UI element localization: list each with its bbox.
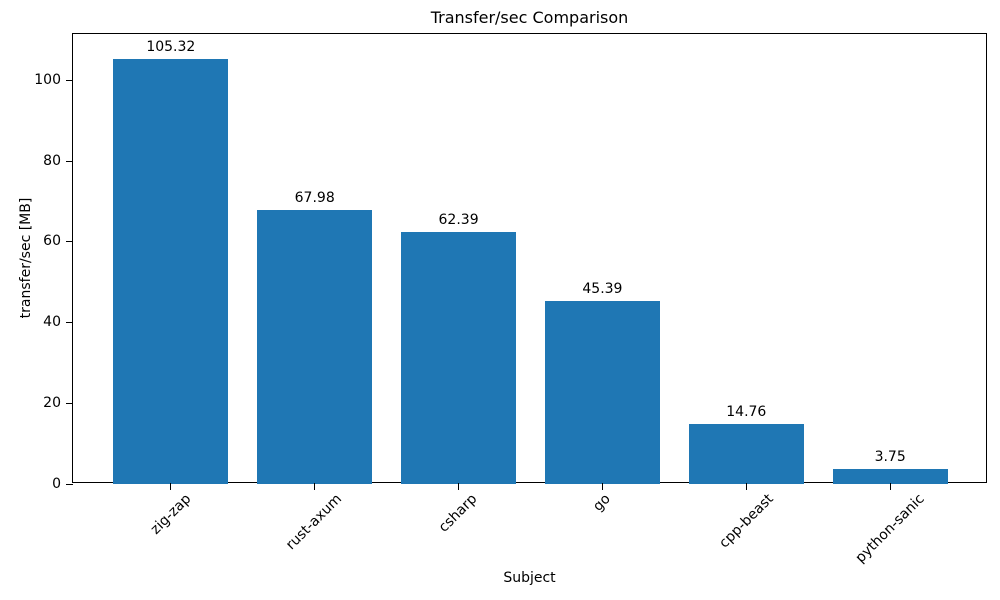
bar-value-label: 3.75 — [874, 448, 906, 465]
x-axis-tick — [745, 483, 747, 490]
bar-value-label: 67.98 — [294, 189, 335, 206]
x-axis-tick — [170, 483, 172, 490]
y-axis-tick — [66, 483, 73, 485]
plot-area: 0 20 40 60 80 100 105.32 zig-zap 67.98 rust-axum 6… — [34, 33, 987, 566]
x-axis-label: Subject — [503, 570, 556, 586]
bar-zig-zap — [113, 58, 229, 484]
x-axis-tick-label: go — [590, 491, 615, 515]
y-axis-tick — [66, 402, 73, 404]
y-axis-tick-label: 60 — [43, 233, 61, 250]
x-axis-tick-label: rust-axum — [283, 491, 346, 554]
bar-value-label: 62.39 — [438, 212, 479, 229]
x-axis-tick — [314, 483, 316, 490]
bar-rust-axum — [257, 209, 373, 484]
x-axis-tick — [458, 483, 460, 490]
x-axis-tick-label: csharp — [435, 491, 481, 536]
y-axis-tick-label: 40 — [43, 314, 61, 331]
x-axis-tick — [601, 483, 603, 490]
chart-title: Transfer/sec Comparison — [430, 8, 629, 27]
y-axis-tick — [66, 79, 73, 81]
x-axis-tick-label: cpp-beast — [716, 491, 777, 552]
y-axis-tick-label: 0 — [52, 475, 61, 492]
bar-value-label: 14.76 — [726, 404, 767, 421]
bar-value-label: 105.32 — [146, 38, 196, 55]
x-axis-tick-label: python-sanic — [852, 491, 928, 567]
y-axis-tick-label: 80 — [43, 152, 61, 169]
bar-value-label: 45.39 — [582, 280, 623, 297]
bar-cpp-beast — [688, 424, 804, 484]
y-axis-tick-label: 100 — [34, 71, 61, 88]
bar-csharp — [401, 232, 517, 484]
y-axis-label: transfer/sec [MB] — [18, 197, 34, 319]
x-axis-tick — [889, 483, 891, 490]
y-axis-tick — [66, 160, 73, 162]
bar-go — [544, 300, 660, 484]
bar-python-sanic — [832, 468, 948, 484]
x-axis-tick-label: zig-zap — [147, 491, 194, 538]
y-axis-tick — [66, 241, 73, 243]
y-axis-tick — [66, 322, 73, 324]
y-axis-tick-label: 20 — [43, 394, 61, 411]
